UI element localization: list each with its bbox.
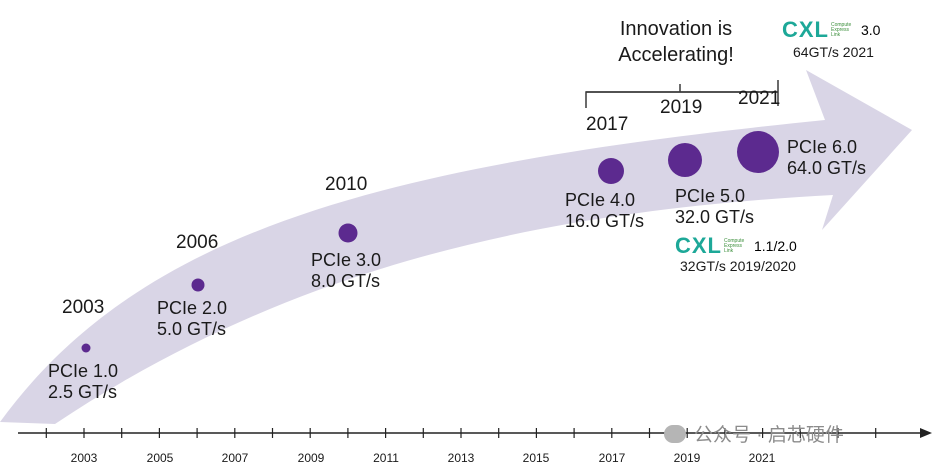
timeline-arrowhead (920, 428, 932, 438)
axis-label: 2011 (373, 451, 399, 465)
watermark: 公众号 · 启芯硬件 (664, 420, 844, 447)
pcie6-speed: 64.0 GT/s (787, 158, 867, 178)
cxl-2-logo: CXL Compute Express Link 1.1/2.0 (675, 233, 797, 258)
pcie1-label: PCIe 1.0 2.5 GT/s (48, 361, 118, 403)
pcie5-label: PCIe 5.0 32.0 GT/s (675, 186, 754, 228)
dot-pcie1 (81, 343, 91, 353)
timeline-ticks (45, 428, 877, 438)
cxl-3-logo: CXL Compute Express Link 3.0 (782, 17, 881, 42)
year-2021: 2021 (738, 88, 781, 109)
pcie5-name: PCIe 5.0 (675, 186, 746, 206)
axis-label: 2021 (748, 451, 776, 465)
pcie3-name: PCIe 3.0 (311, 250, 382, 270)
cxl-logo-icon: CXL (782, 17, 829, 42)
innovation-line1: Innovation is (619, 18, 733, 40)
cxl-3-detail: 64GT/s 2021 (793, 44, 874, 60)
dot-pcie5 (668, 143, 702, 177)
pcie3-label: PCIe 3.0 8.0 GT/s (311, 250, 381, 292)
pcie6-label: PCIe 6.0 64.0 GT/s (787, 137, 866, 179)
pcie4-speed: 16.0 GT/s (565, 211, 645, 231)
axis-label: 2015 (522, 451, 550, 465)
year-2003: 2003 (62, 297, 105, 318)
cxl-3-version: 3.0 (861, 22, 881, 38)
pcie4-label: PCIe 4.0 16.0 GT/s (565, 190, 644, 232)
pcie2-name: PCIe 2.0 (157, 298, 228, 318)
axis-label: 2007 (221, 451, 249, 465)
axis-label: 2005 (146, 451, 174, 465)
pcie3-speed: 8.0 GT/s (311, 271, 381, 291)
dot-pcie3 (338, 223, 358, 243)
pcie1-name: PCIe 1.0 (48, 361, 119, 381)
wechat-icon (664, 424, 686, 443)
axis-label: 2009 (297, 451, 325, 465)
pcie5-speed: 32.0 GT/s (675, 207, 755, 227)
cxl-logo-icon: CXL (675, 233, 722, 258)
axis-label: 2017 (598, 451, 626, 465)
dot-pcie6 (737, 131, 779, 173)
axis-label: 2019 (673, 451, 701, 465)
axis-label: 2003 (70, 451, 98, 465)
pcie1-speed: 2.5 GT/s (48, 382, 118, 402)
year-2006: 2006 (176, 232, 219, 253)
cxl-2-detail: 32GT/s 2019/2020 (680, 258, 796, 274)
year-2010: 2010 (325, 174, 368, 195)
watermark-text: 公众号 · 启芯硬件 (694, 425, 844, 446)
year-2017: 2017 (586, 114, 629, 135)
pcie2-speed: 5.0 GT/s (157, 319, 227, 339)
cxl-logo-tagline: Compute Express Link (831, 21, 852, 38)
dot-pcie4 (598, 158, 624, 184)
cxl-logo-tagline: Compute Express Link (724, 237, 745, 254)
innovation-line2: Accelerating! (618, 44, 734, 66)
pcie4-name: PCIe 4.0 (565, 190, 636, 210)
axis-label: 2013 (447, 451, 475, 465)
year-2019: 2019 (660, 97, 703, 118)
dot-pcie2 (191, 278, 205, 292)
innovation-heading: Innovation is Accelerating! (612, 16, 740, 68)
pcie2-label: PCIe 2.0 5.0 GT/s (157, 298, 227, 340)
cxl-2-version: 1.1/2.0 (754, 238, 797, 254)
pcie6-name: PCIe 6.0 (787, 137, 858, 157)
